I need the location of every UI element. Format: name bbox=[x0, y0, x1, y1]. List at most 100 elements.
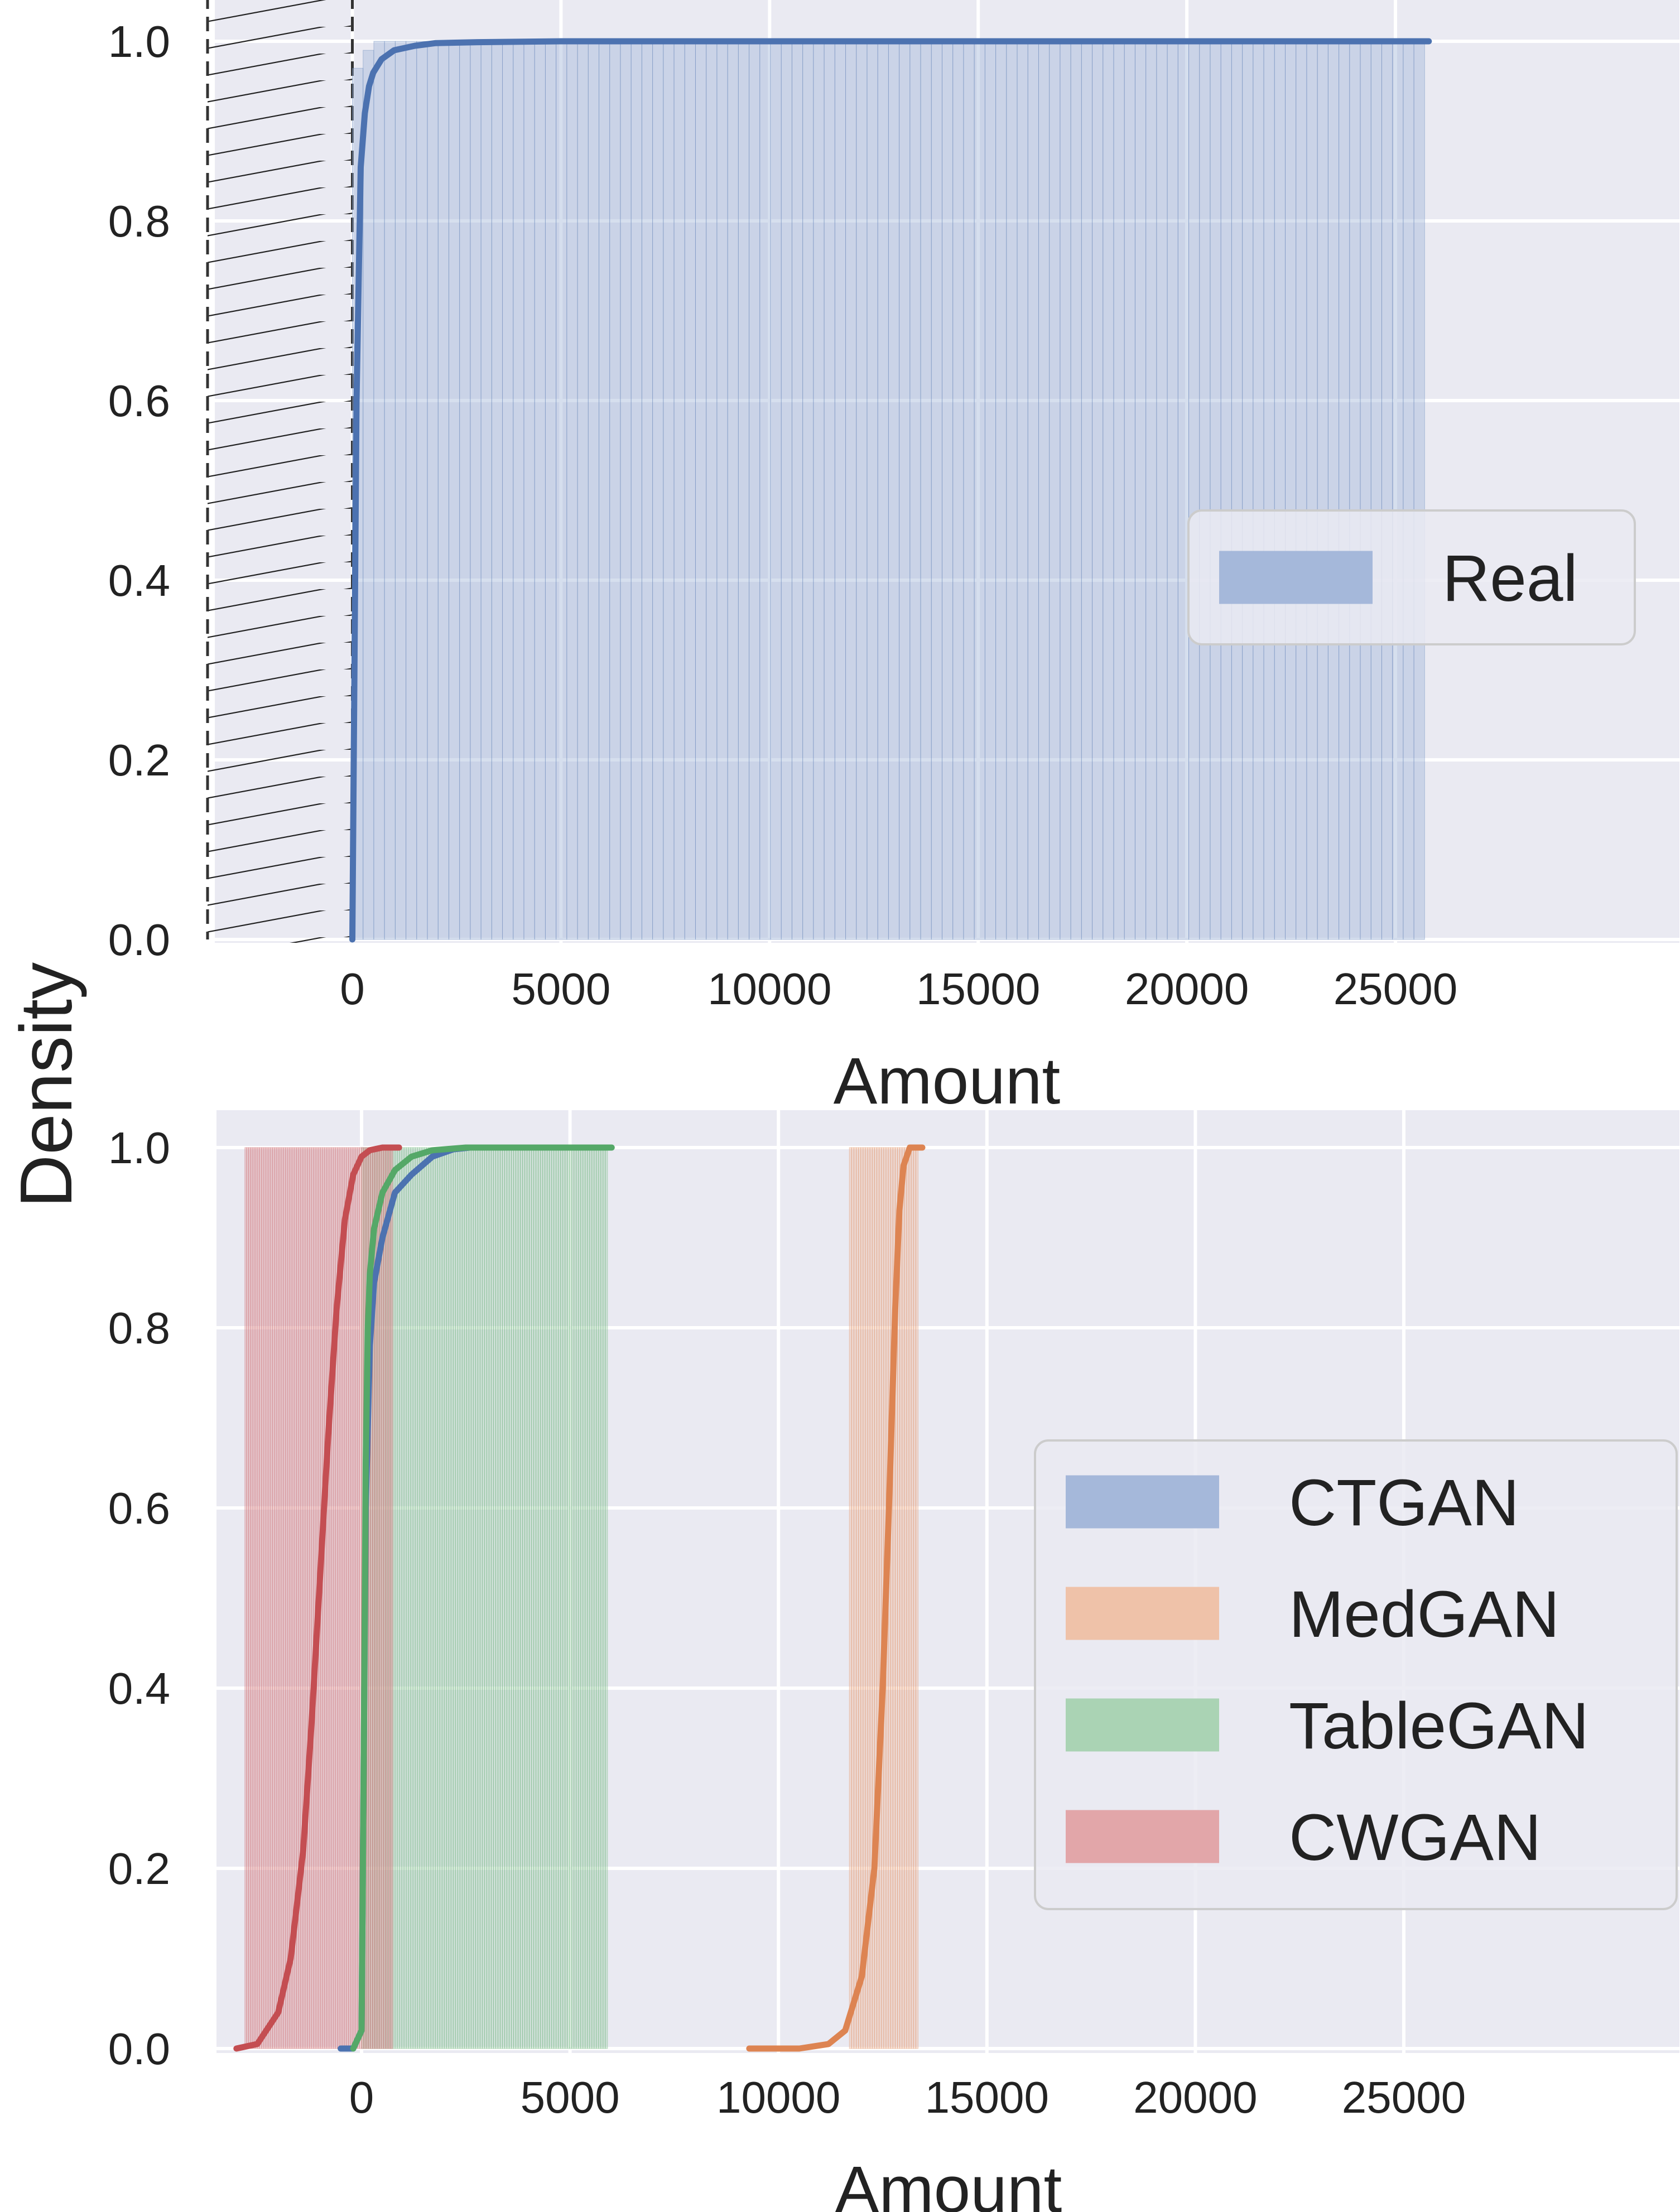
top-chart-panel: 0 5000 10000 15000 20000 25000 0.00.20.40.60.… bbox=[108, 0, 1679, 1118]
x-tick-label: 5000 bbox=[511, 964, 610, 1014]
histogram-bar bbox=[373, 41, 385, 940]
histogram-bar bbox=[589, 1147, 593, 2049]
x-tick-label: 20000 bbox=[1133, 2073, 1257, 2122]
histogram-bar bbox=[856, 1147, 859, 2049]
cdf-line bbox=[233, 1144, 402, 2052]
histogram-bar bbox=[571, 1147, 575, 2049]
histogram-bar bbox=[576, 1147, 579, 2049]
x-tick-label: 15000 bbox=[925, 2073, 1049, 2122]
histogram-bar bbox=[770, 41, 782, 940]
x-tick-label: 25000 bbox=[1342, 2073, 1466, 2122]
histogram-bar bbox=[605, 1147, 608, 2049]
histogram-bar bbox=[1145, 41, 1157, 940]
histogram-bar bbox=[600, 1147, 604, 2049]
histogram-bar bbox=[524, 1147, 528, 2049]
hatched-region bbox=[206, 0, 354, 943]
histogram-bar bbox=[479, 1147, 483, 2049]
histogram-bar bbox=[261, 1147, 264, 2049]
histogram-bar bbox=[403, 1147, 407, 2049]
histogram-bar bbox=[495, 1147, 498, 2049]
histogram-bar bbox=[630, 41, 642, 940]
histogram-bar bbox=[911, 1147, 914, 2049]
histogram-bar bbox=[280, 1147, 282, 2049]
histogram-bar bbox=[419, 1147, 422, 2049]
histogram-bar bbox=[523, 41, 535, 940]
histogram-bar bbox=[1274, 41, 1286, 940]
histogram-bar bbox=[560, 1147, 564, 2049]
histogram-bar bbox=[1103, 41, 1114, 940]
histogram-bar bbox=[551, 1147, 555, 2049]
histogram-bar bbox=[430, 1147, 434, 2049]
histogram-bar bbox=[416, 41, 428, 940]
histogram-bar bbox=[270, 1147, 273, 2049]
histogram-bar bbox=[1199, 41, 1211, 940]
hatched-region-fill bbox=[208, 0, 353, 943]
histogram-bar bbox=[594, 1147, 597, 2049]
histogram-bar bbox=[851, 1147, 854, 2049]
histogram-bar bbox=[984, 41, 997, 940]
histogram-bar bbox=[1113, 41, 1125, 940]
histogram-bar bbox=[585, 1147, 588, 2049]
histogram-bar bbox=[423, 1147, 427, 2049]
legend-swatch bbox=[1066, 1810, 1219, 1863]
histogram-bar bbox=[394, 41, 407, 940]
histogram-bar bbox=[421, 1147, 425, 2049]
histogram-bar bbox=[599, 41, 610, 940]
histogram-bar bbox=[305, 1147, 309, 2049]
histogram-bar bbox=[540, 1147, 543, 2049]
bottom-chart-panel: 0 5000 10000 15000 20000 25000 0.00.20.40.60.… bbox=[108, 1110, 1679, 2212]
histogram-bar bbox=[281, 1147, 284, 2049]
histogram-bar bbox=[527, 1147, 530, 2049]
histogram-bar bbox=[706, 41, 718, 940]
histogram-bar bbox=[865, 1147, 868, 2049]
histogram-bar bbox=[426, 1147, 429, 2049]
histogram-bar bbox=[652, 41, 664, 940]
histogram-bar bbox=[276, 1147, 278, 2049]
histogram-bar bbox=[856, 41, 868, 940]
histogram-bar bbox=[899, 1147, 903, 2049]
histogram-bar bbox=[904, 1147, 907, 2049]
y-tick-label: 0.6 bbox=[108, 376, 170, 426]
histogram-bar bbox=[920, 41, 932, 940]
histogram-bar bbox=[287, 1147, 290, 2049]
histogram-bar bbox=[283, 1147, 286, 2049]
y-tick-label: 0.0 bbox=[108, 915, 170, 965]
histogram-bar bbox=[1134, 41, 1147, 940]
histogram-bar bbox=[502, 1147, 505, 2049]
histogram-bar bbox=[331, 1147, 334, 2049]
histogram-bar bbox=[1381, 41, 1393, 940]
histogram-bar bbox=[888, 41, 900, 940]
legend: CTGAN MedGAN TableGAN CWGAN bbox=[1034, 1439, 1678, 1910]
histogram-bar bbox=[328, 1147, 330, 2049]
histogram-bar bbox=[1092, 41, 1104, 940]
histogram-bar bbox=[942, 41, 954, 940]
histogram-bar bbox=[587, 1147, 590, 2049]
histogram-bar bbox=[565, 1147, 568, 2049]
histogram-bar bbox=[1263, 41, 1275, 940]
histogram-bar bbox=[603, 1147, 606, 2049]
histogram-bar bbox=[391, 1147, 393, 2049]
histogram-bar bbox=[974, 41, 985, 940]
histogram-bar bbox=[872, 1147, 875, 2049]
histogram-bar bbox=[493, 1147, 496, 2049]
histogram-bar bbox=[1231, 41, 1243, 940]
histogram-bar bbox=[853, 1147, 857, 2049]
histogram-bar bbox=[335, 1147, 338, 2049]
histogram-bar bbox=[858, 1147, 861, 2049]
histogram-bar bbox=[860, 1147, 864, 2049]
histogram-bar bbox=[256, 1147, 258, 2049]
x-tick-label: 10000 bbox=[707, 964, 831, 1014]
histogram-bar bbox=[1188, 41, 1200, 940]
histogram-bar bbox=[869, 1147, 873, 2049]
histogram-bar bbox=[663, 41, 675, 940]
histogram-bar bbox=[877, 1147, 880, 2049]
histogram-bar bbox=[477, 1147, 480, 2049]
histogram-bar bbox=[410, 1147, 413, 2049]
y-tick-label: 0.0 bbox=[108, 2024, 170, 2074]
histogram-bar bbox=[556, 41, 567, 940]
histogram-bar bbox=[834, 41, 846, 940]
histogram-bar bbox=[879, 1147, 882, 2049]
histogram-bar bbox=[1210, 41, 1221, 940]
legend-frame bbox=[1187, 509, 1636, 645]
histogram-bar bbox=[491, 41, 503, 940]
